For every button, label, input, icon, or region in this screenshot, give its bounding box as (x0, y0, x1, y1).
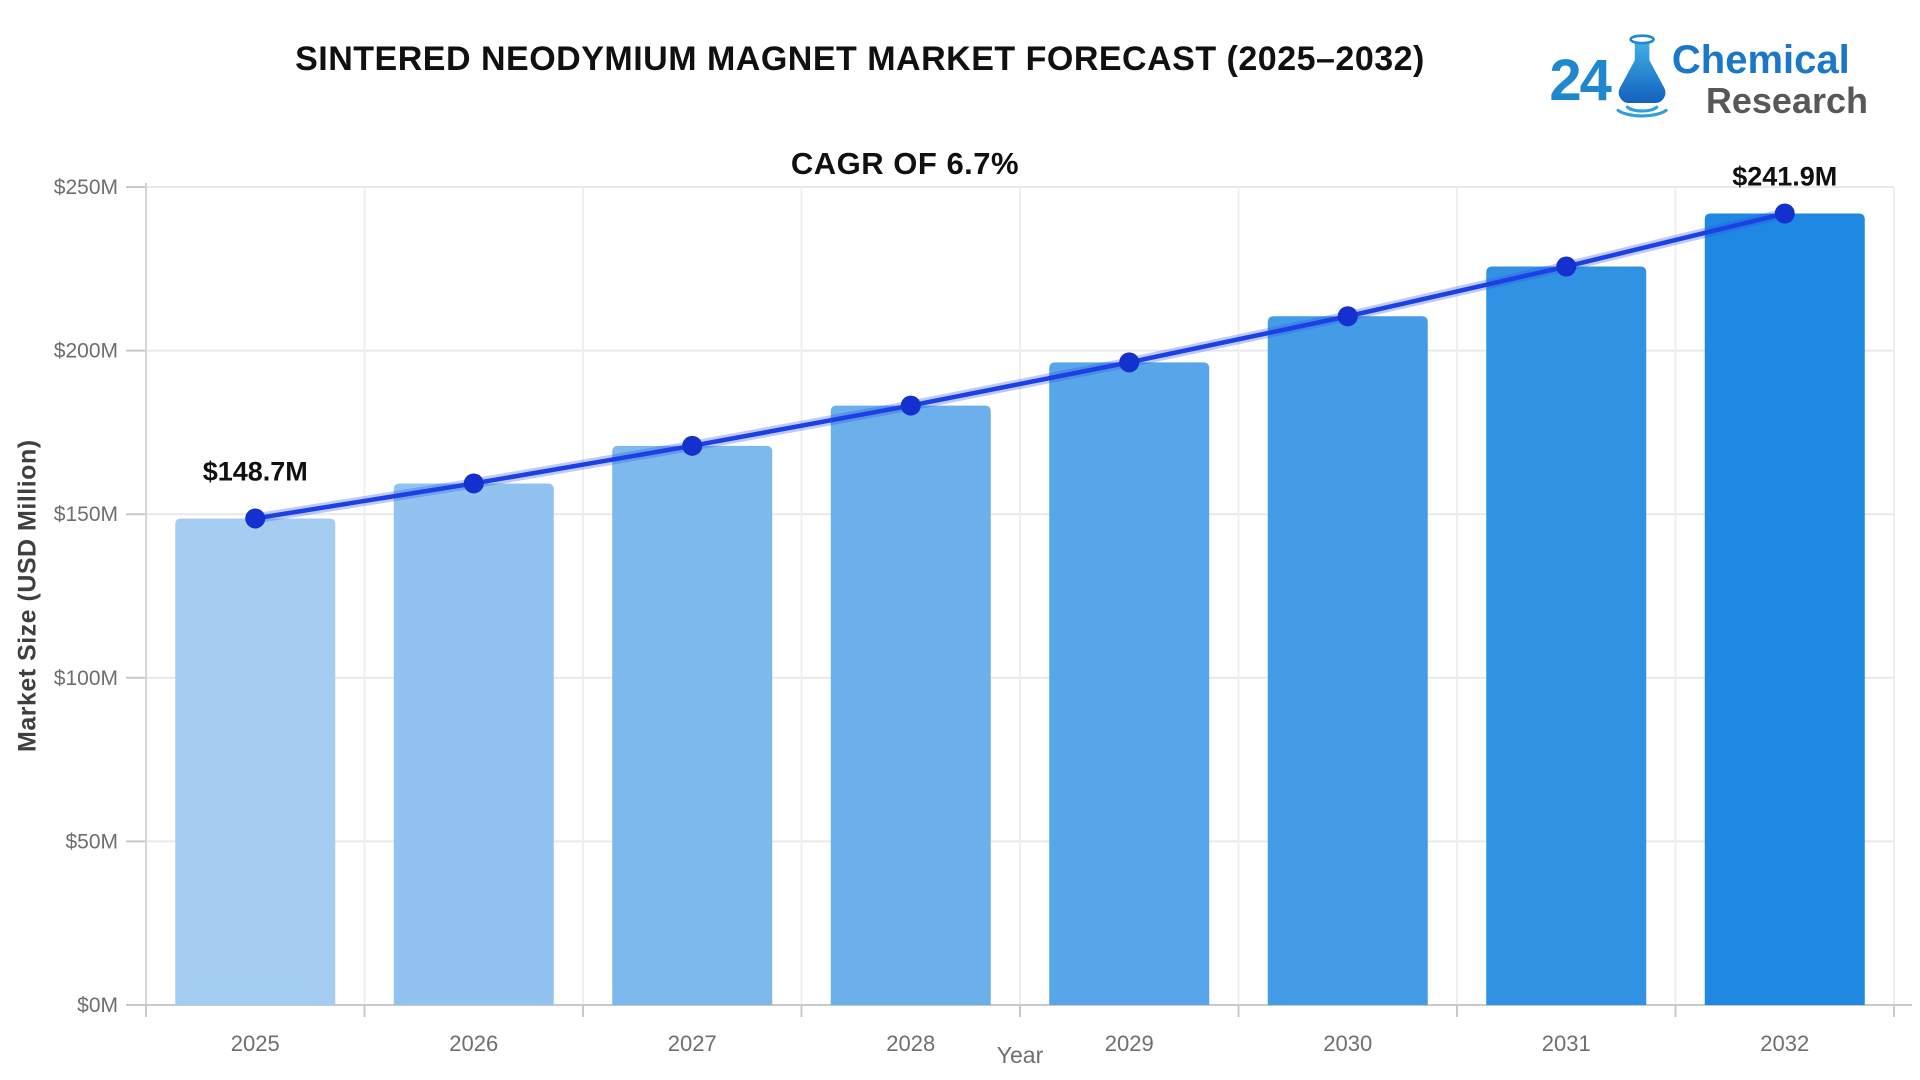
chart-subtitle: CAGR OF 6.7% (790, 146, 1020, 181)
bar-2031 (1486, 266, 1647, 1005)
data-point-2029 (1119, 352, 1140, 373)
flask-icon (1616, 34, 1668, 118)
x-axis-title: Year (996, 1042, 1044, 1068)
data-point-2027 (682, 435, 703, 456)
flask-ripple-inner (1625, 105, 1659, 113)
data-point-2032 (1774, 203, 1795, 224)
y-tick-label: $0M (77, 994, 118, 1017)
data-point-2028 (900, 395, 921, 416)
bar-2029 (1049, 362, 1210, 1005)
company-logo: 24 Chemical Research (1549, 30, 1868, 126)
data-point-2026 (463, 473, 484, 494)
x-tick-label: 2032 (1760, 1031, 1809, 1056)
x-tick-label: 2029 (1105, 1031, 1154, 1056)
y-tick-label: $50M (65, 830, 118, 853)
flask-ripple-outer (1616, 108, 1668, 118)
logo-word-chemical: Chemical (1671, 38, 1850, 82)
y-tick-label: $100M (54, 667, 118, 690)
x-tick-label: 2030 (1323, 1031, 1372, 1056)
x-tick-label: 2027 (668, 1031, 717, 1056)
y-tick-label: $250M (54, 176, 118, 199)
data-point-2030 (1337, 306, 1358, 327)
logo-word-research: Research (1705, 80, 1868, 121)
logo-number: 24 (1549, 48, 1611, 113)
x-tick-label: 2031 (1542, 1031, 1591, 1056)
trend-line (254, 211, 1786, 521)
y-tick-label: $150M (54, 503, 118, 526)
bar-2025 (175, 518, 336, 1005)
flask-body (1618, 39, 1666, 104)
x-tick-label: 2028 (886, 1031, 935, 1056)
bar-2028 (830, 405, 991, 1006)
bar-2032 (1704, 213, 1865, 1006)
y-tick-label: $200M (54, 340, 118, 363)
flask-rim (1629, 34, 1655, 45)
data-point-2025 (245, 508, 266, 529)
x-tick-label: 2025 (231, 1031, 280, 1056)
x-tick-label: 2026 (449, 1031, 498, 1056)
chart-title: SINTERED NEODYMIUM MAGNET MARKET FORECAS… (295, 40, 1425, 78)
bar-2030 (1267, 316, 1428, 1005)
bar-2027 (612, 445, 773, 1005)
first-value-label: $148.7M (203, 456, 308, 486)
data-point-2031 (1556, 256, 1577, 277)
logo-text: Chemical Research (1672, 40, 1868, 119)
last-value-label: $241.9M (1732, 162, 1837, 192)
bar-2026 (393, 483, 554, 1005)
